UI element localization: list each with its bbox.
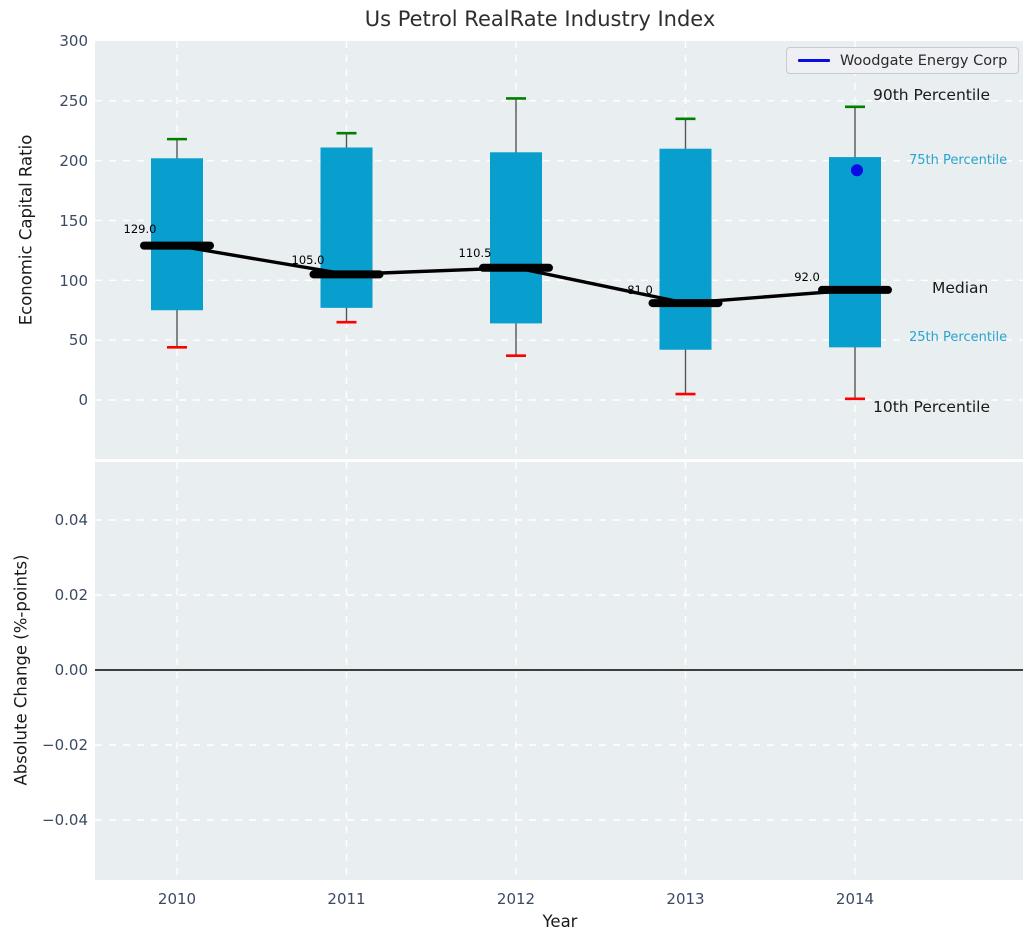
ytick--0.02: −0.02 — [26, 736, 88, 754]
iqr-box-2012 — [490, 152, 542, 323]
annotation-25th-percentile: 25th Percentile — [909, 330, 1007, 345]
legend: Woodgate Energy Corp — [786, 47, 1019, 74]
xtick-2013: 2013 — [666, 890, 704, 908]
iqr-box-2011 — [321, 148, 373, 308]
xtick-2010: 2010 — [158, 890, 196, 908]
xtick-2012: 2012 — [497, 890, 535, 908]
median-value-label-2010: 129.0 — [124, 222, 157, 236]
annotation-90th-percentile: 90th Percentile — [873, 86, 990, 104]
figure: Us Petrol RealRate Industry Index 300 25… — [0, 0, 1034, 942]
legend-label: Woodgate Energy Corp — [840, 53, 1007, 69]
iqr-box-2013 — [660, 149, 712, 350]
iqr-box-2010 — [151, 158, 203, 310]
ytick-0.00: 0.00 — [26, 661, 88, 679]
top-ylabel: Economic Capital Ratio — [17, 135, 36, 326]
company-marker-2014 — [851, 164, 863, 176]
iqr-box-2014 — [829, 157, 881, 347]
median-value-label-2014: 92.0 — [794, 270, 820, 284]
annotation-median: Median — [932, 279, 988, 297]
ytick-300: 300 — [26, 32, 88, 50]
bottom-axes-panel — [95, 462, 1023, 880]
ytick-250: 250 — [26, 92, 88, 110]
change-canvas — [95, 462, 1023, 880]
ytick-0.02: 0.02 — [26, 586, 88, 604]
median-value-label-2013: 81.0 — [627, 283, 653, 297]
annotation-75th-percentile: 75th Percentile — [909, 153, 1007, 168]
chart-title: Us Petrol RealRate Industry Index — [365, 7, 716, 31]
legend-line-sample — [798, 59, 830, 62]
ytick-0.04: 0.04 — [26, 511, 88, 529]
ytick--0.04: −0.04 — [26, 811, 88, 829]
ytick-0: 0 — [26, 391, 88, 409]
median-value-label-2011: 105.0 — [292, 253, 325, 267]
annotation-10th-percentile: 10th Percentile — [873, 398, 990, 416]
median-value-label-2012: 110.5 — [459, 246, 492, 260]
xtick-2014: 2014 — [836, 890, 874, 908]
bottom-ylabel: Absolute Change (%-points) — [12, 555, 31, 786]
ytick-50: 50 — [26, 331, 88, 349]
xlabel: Year — [543, 912, 578, 931]
xtick-2011: 2011 — [327, 890, 365, 908]
